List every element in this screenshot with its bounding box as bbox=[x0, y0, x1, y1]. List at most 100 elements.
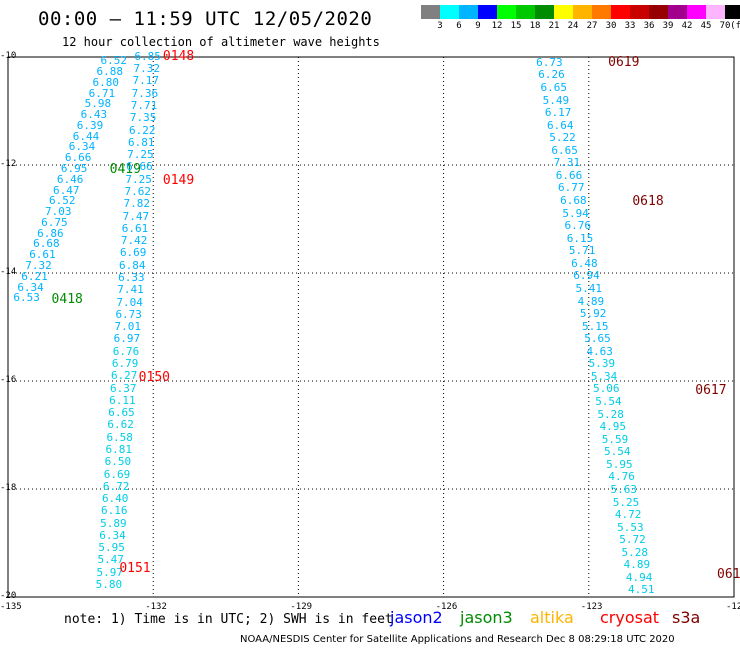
jason3-wave-height: 6.39 bbox=[76, 118, 104, 132]
cryosat-pass-time: 0148 bbox=[162, 48, 195, 64]
jason3-wave-height: 6.88 bbox=[96, 65, 124, 78]
cryosat-wave-height: 7.35 bbox=[129, 111, 157, 125]
colorbar-swatch bbox=[478, 5, 497, 19]
s3a-wave-height: 6.66 bbox=[555, 168, 583, 182]
cryosat-wave-height: 6.16 bbox=[101, 504, 128, 518]
colorbar-label: 33 bbox=[624, 21, 636, 31]
jason3-wave-height: 6.43 bbox=[80, 108, 108, 122]
cryosat-wave-height: 7.32 bbox=[133, 62, 160, 76]
page-title: 00:00 – 11:59 UTC 12/05/2020 bbox=[38, 8, 373, 30]
colorbar-label: 45 bbox=[700, 21, 712, 31]
s3a-wave-height: 6.76 bbox=[564, 219, 592, 233]
jason3-wave-height: 6.34 bbox=[17, 280, 44, 294]
cryosat-wave-height: 6.85 bbox=[134, 49, 161, 63]
cryosat-wave-height: 5.97 bbox=[96, 565, 124, 579]
jason3-wave-height: 6.21 bbox=[21, 269, 48, 283]
s3a-wave-height: 6.64 bbox=[547, 118, 574, 132]
cryosat-wave-height: 6.37 bbox=[110, 381, 137, 395]
cryosat-wave-height: 6.76 bbox=[112, 344, 140, 358]
cryosat-wave-height: 6.81 bbox=[128, 135, 155, 149]
s3a-wave-height: 6.94 bbox=[573, 269, 600, 283]
s3a-wave-height: 5.54 bbox=[603, 445, 631, 459]
x-tick-label: -12 bbox=[726, 602, 740, 612]
colorbar-label: 6 bbox=[456, 21, 462, 31]
colorbar-label: 9 bbox=[475, 21, 481, 31]
colorbar-label: 18 bbox=[529, 21, 541, 31]
s3a-wave-height: 5.54 bbox=[595, 395, 622, 409]
s3a-wave-height: 4.72 bbox=[614, 508, 642, 522]
cryosat-wave-height: 6.84 bbox=[119, 258, 146, 272]
jason3-wave-height: 6.95 bbox=[60, 161, 88, 175]
colorbar-swatch bbox=[440, 5, 459, 19]
colorbar-label: 3 bbox=[437, 21, 443, 31]
s3a-pass-time: 0618 bbox=[632, 194, 664, 210]
cryosat-wave-height: 7.62 bbox=[124, 185, 151, 199]
cryosat-wave-height: 5.95 bbox=[98, 541, 125, 555]
cryosat-wave-height: 6.72 bbox=[102, 479, 130, 493]
footer-note: note: 1) Time is in UTC; 2) SWH is in fe… bbox=[64, 612, 393, 627]
colorbar-swatch bbox=[592, 5, 611, 19]
s3a-wave-height: 5.94 bbox=[562, 206, 589, 220]
colorbar-swatch bbox=[459, 5, 478, 19]
cryosat-wave-height: 6.79 bbox=[111, 356, 139, 370]
legend-cryosat: cryosat bbox=[600, 608, 660, 627]
colorbar-label: 12 bbox=[491, 21, 503, 31]
cryosat-wave-height: 6.27 bbox=[110, 369, 138, 383]
s3a-wave-height: 4.76 bbox=[608, 470, 635, 484]
y-tick-label: -18 bbox=[0, 483, 17, 493]
colorbar-label: 39 bbox=[662, 21, 674, 31]
s3a-wave-height: 6.68 bbox=[560, 194, 587, 208]
cryosat-wave-height: 6.81 bbox=[105, 442, 133, 456]
s3a-pass-time: 0617 bbox=[695, 382, 727, 398]
credit-line: NOAA/NESDIS Center for Satellite Applica… bbox=[240, 634, 675, 645]
jason3-wave-height: 6.52 bbox=[100, 54, 127, 68]
jason3-pass-time: 0418 bbox=[51, 291, 83, 307]
colorbar-swatch bbox=[687, 5, 706, 19]
colorbar-swatch bbox=[725, 5, 740, 19]
s3a-wave-height: 5.49 bbox=[542, 93, 570, 107]
jason3-wave-height: 6.68 bbox=[33, 237, 60, 251]
y-tick-label: -12 bbox=[0, 159, 17, 169]
cryosat-wave-height: 7.01 bbox=[114, 320, 142, 334]
cryosat-wave-height: 7.82 bbox=[123, 197, 151, 211]
colorbar-label: 27 bbox=[586, 21, 598, 31]
cryosat-wave-height: 6.73 bbox=[115, 307, 142, 321]
s3a-wave-height: 6.73 bbox=[536, 55, 563, 69]
colorbar-swatch bbox=[573, 5, 592, 19]
s3a-wave-height: 5.95 bbox=[606, 457, 633, 471]
y-tick-label: -14 bbox=[0, 267, 17, 277]
s3a-wave-height: 5.25 bbox=[612, 495, 640, 509]
map-frame bbox=[7, 56, 735, 598]
s3a-wave-height: 4.51 bbox=[628, 583, 655, 597]
s3a-wave-height: 5.63 bbox=[610, 482, 638, 496]
legend-s3a: s3a bbox=[672, 608, 701, 627]
colorbar-swatch bbox=[706, 5, 725, 19]
x-tick-label: -126 bbox=[435, 602, 458, 612]
jason3-wave-height: 6.34 bbox=[68, 140, 96, 154]
s3a-wave-height: 5.22 bbox=[549, 131, 576, 145]
cryosat-wave-height: 6.69 bbox=[119, 246, 147, 260]
s3a-wave-height: 5.06 bbox=[593, 382, 620, 396]
cryosat-wave-height: 7.41 bbox=[117, 283, 144, 297]
jason3-wave-height: 5.98 bbox=[84, 97, 112, 111]
cryosat-wave-height: 7.36 bbox=[131, 86, 159, 100]
s3a-wave-height: 5.53 bbox=[617, 520, 644, 534]
s3a-wave-height: 6.77 bbox=[557, 181, 585, 195]
y-tick-label: -20 bbox=[0, 591, 17, 601]
jason3-pass-time: 0419 bbox=[109, 161, 141, 177]
colorbar-label: 15 bbox=[510, 21, 522, 31]
colorbar-label: 24 bbox=[567, 21, 579, 31]
cryosat-wave-height: 6.33 bbox=[118, 270, 145, 284]
s3a-wave-height: 6.65 bbox=[540, 80, 567, 94]
s3a-wave-height: 4.63 bbox=[586, 344, 613, 358]
cryosat-wave-height: 6.61 bbox=[121, 221, 149, 235]
s3a-wave-height: 5.59 bbox=[601, 432, 629, 446]
colorbar-label: 70 bbox=[719, 21, 731, 31]
cryosat-wave-height: 6.65 bbox=[108, 406, 135, 420]
x-tick-label: -132 bbox=[145, 602, 167, 612]
cryosat-wave-height: 6.58 bbox=[106, 430, 133, 444]
cryosat-wave-height: 6.69 bbox=[103, 467, 131, 481]
jason3-wave-height: 6.80 bbox=[92, 75, 120, 89]
